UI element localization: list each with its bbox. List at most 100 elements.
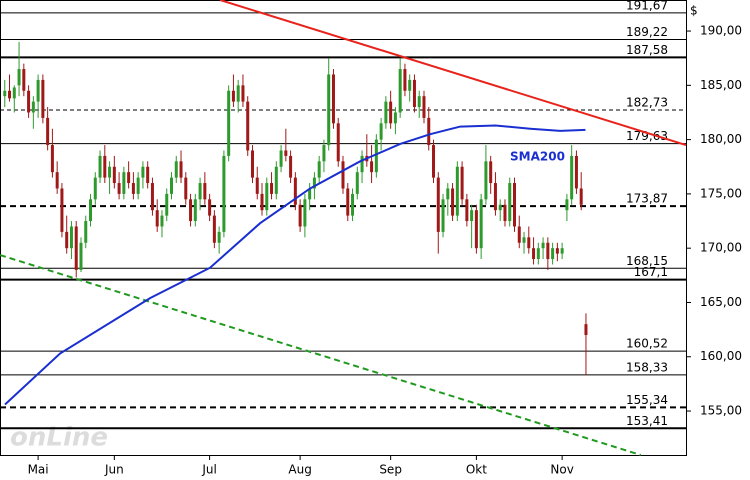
- candle-body: [546, 242, 550, 260]
- candle-body: [93, 177, 97, 200]
- candle-body: [551, 248, 555, 260]
- candle-body: [8, 90, 12, 99]
- candle-body: [260, 193, 264, 211]
- candle-body: [170, 177, 173, 194]
- candle-body: [527, 237, 531, 249]
- candle-body: [193, 199, 197, 222]
- candle-body: [489, 161, 493, 184]
- candle-body: [398, 69, 402, 113]
- currency-label: $: [690, 4, 698, 18]
- candle-body: [36, 79, 40, 102]
- candle-body: [270, 183, 274, 194]
- y-tick-label: 185,00: [700, 78, 742, 92]
- candle-body: [498, 204, 502, 211]
- candle-body: [189, 199, 193, 222]
- candle-body: [393, 112, 397, 124]
- candle-body: [560, 248, 564, 254]
- candle-body: [517, 226, 521, 243]
- x-tick-label: Jun: [104, 463, 124, 477]
- candle-body: [341, 161, 345, 189]
- y-tick-label: 175,00: [700, 186, 742, 200]
- candle-body: [470, 210, 474, 222]
- level-label: 158,33: [626, 360, 668, 374]
- candle-body: [50, 145, 54, 173]
- candle-body: [103, 155, 107, 178]
- candle-body: [179, 161, 183, 178]
- candle-body: [3, 90, 7, 97]
- candle-body: [403, 69, 407, 91]
- candle-body: [331, 74, 335, 124]
- candle-body: [532, 248, 536, 260]
- candle-body: [55, 172, 59, 189]
- candle-body: [336, 123, 340, 162]
- candle-body: [265, 183, 269, 211]
- candle-body: [208, 199, 212, 216]
- level-label: 168,15: [626, 254, 668, 268]
- candle-body: [117, 183, 121, 194]
- sma-line: [4, 124, 586, 406]
- x-tick-label: Okt: [466, 463, 487, 477]
- watermark: onLine: [10, 423, 108, 453]
- level-label: 187,58: [626, 43, 668, 57]
- candle-body: [503, 204, 507, 222]
- candle-body: [484, 161, 488, 200]
- candle-body: [279, 150, 283, 167]
- candle-body: [255, 177, 259, 194]
- level-label: 191,67: [626, 0, 668, 12]
- candle-body: [60, 188, 64, 232]
- x-tick-label: Mai: [28, 463, 49, 477]
- candle-body: [441, 199, 445, 232]
- candle-body: [460, 166, 464, 200]
- candle-body: [98, 155, 102, 178]
- candle-body: [274, 166, 278, 194]
- candle-body: [446, 188, 450, 200]
- candle-body: [384, 101, 388, 124]
- candle-body: [160, 215, 164, 227]
- candle-body: [131, 183, 135, 194]
- candle-body: [536, 248, 540, 260]
- level-label: 173,87: [626, 192, 668, 206]
- trend-line: [0, 254, 642, 456]
- level-label: 182,73: [626, 95, 668, 109]
- level-label: 153,41: [626, 414, 668, 428]
- candle-body: [465, 199, 469, 222]
- candle-body: [250, 150, 254, 178]
- candle-body: [474, 210, 478, 249]
- candle-body: [41, 79, 45, 118]
- candle-body: [112, 166, 116, 184]
- candle-body: [241, 85, 245, 102]
- candle-body: [27, 90, 31, 113]
- y-tick-label: 180,00: [700, 132, 742, 146]
- candle-body: [327, 74, 331, 146]
- candle-body: [370, 161, 374, 173]
- candle-body: [84, 221, 88, 243]
- candle-body: [236, 85, 240, 102]
- candle-body: [155, 210, 159, 227]
- candle-body: [246, 101, 250, 151]
- candle-body: [308, 188, 312, 200]
- y-tick-label: 160,00: [700, 349, 742, 363]
- candle-body: [231, 90, 235, 102]
- candle-body: [69, 226, 73, 249]
- candle-body: [479, 199, 483, 249]
- candle-body: [574, 155, 578, 189]
- candle-body: [217, 231, 221, 243]
- candle-body: [89, 199, 93, 222]
- level-label: 189,22: [626, 25, 668, 39]
- candle-body: [360, 155, 364, 173]
- level-label: 160,52: [626, 337, 668, 351]
- candle-body: [565, 199, 569, 211]
- candle-body: [203, 183, 207, 200]
- level-label: 155,34: [626, 393, 668, 407]
- y-tick-label: 170,00: [700, 241, 742, 255]
- candle-body: [79, 242, 83, 270]
- candle-body: [136, 177, 140, 194]
- candle-body: [150, 183, 154, 211]
- candle-body: [351, 193, 355, 216]
- candle-body: [174, 161, 178, 178]
- candle-body: [317, 161, 321, 178]
- candle-body: [432, 145, 436, 178]
- x-tick-label: Nov: [550, 463, 573, 477]
- candle-body: [513, 183, 516, 227]
